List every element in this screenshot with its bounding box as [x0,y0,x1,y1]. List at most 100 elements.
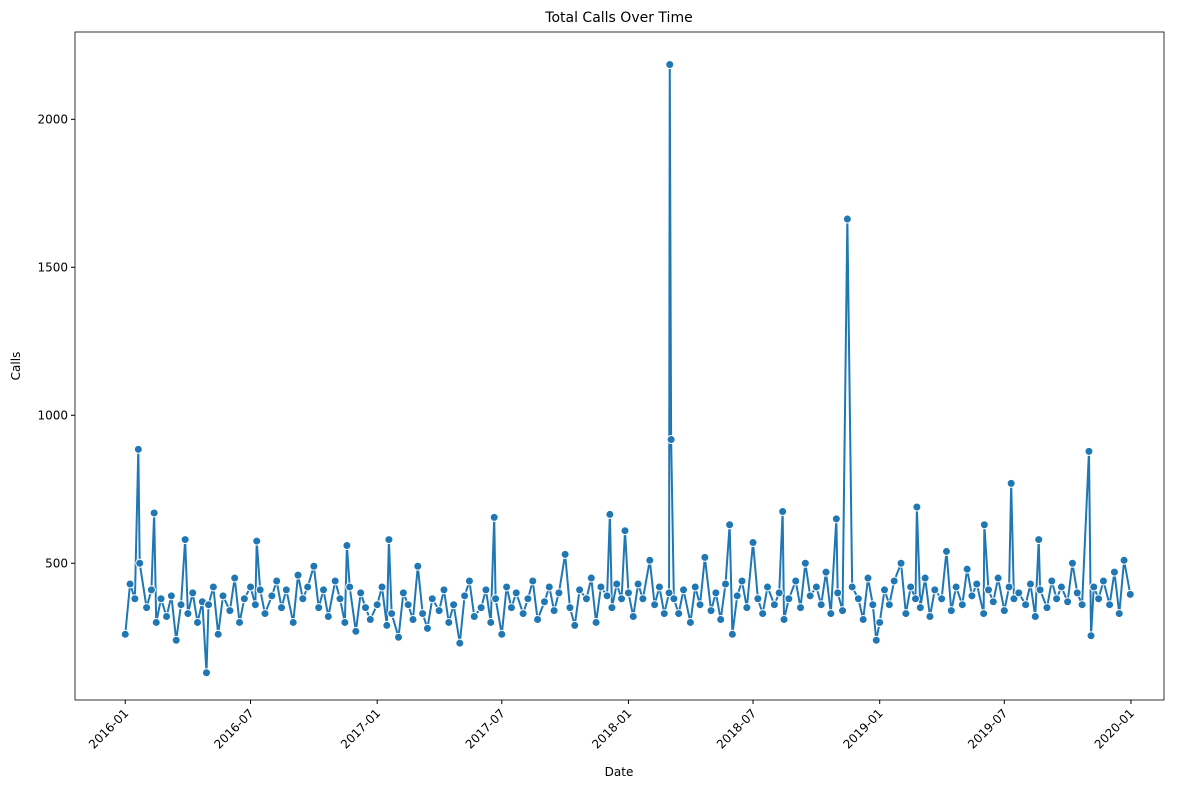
x-tick-label: 2019-01 [840,706,885,751]
point [721,579,731,589]
point [711,588,721,598]
point [469,612,479,622]
point [1006,478,1016,488]
point [250,600,260,610]
point [342,541,352,551]
point [1004,582,1014,592]
point [281,585,291,595]
point [620,526,630,536]
point [575,585,585,595]
point [1105,600,1115,610]
point [1030,612,1040,622]
point [398,588,408,598]
point [811,582,821,592]
point [847,582,857,592]
point [638,594,648,604]
point [518,609,528,619]
point [539,597,549,607]
point [149,508,159,518]
point [650,600,660,610]
point [838,606,848,616]
point [554,588,564,598]
point [779,614,789,624]
point [502,582,512,592]
point [188,588,198,598]
point [664,588,674,598]
point [1089,582,1099,592]
point [1109,567,1119,577]
point [591,617,601,627]
point [201,668,211,678]
point [930,585,940,595]
x-tick-label: 2018-01 [589,706,634,751]
point [403,600,413,610]
point [633,579,643,589]
point [665,60,675,70]
point [863,573,873,583]
point [669,594,679,604]
point [912,502,922,512]
point [277,603,287,613]
point [151,617,161,627]
point [884,600,894,610]
point [1035,585,1045,595]
point [769,600,779,610]
point [901,609,911,619]
point [774,588,784,598]
point [748,538,758,548]
point [628,612,638,622]
point [455,638,465,648]
point [695,600,705,610]
point [309,561,319,571]
point [528,576,538,586]
point [896,558,906,568]
point [778,506,788,516]
point [988,597,998,607]
point [1086,631,1096,641]
point [394,632,404,642]
point [800,558,810,568]
point [742,603,752,613]
point [382,620,392,630]
point [871,635,881,645]
point [130,594,140,604]
point [464,576,474,586]
point [481,585,491,595]
point [906,582,916,592]
point [489,512,499,522]
point [716,614,726,624]
point [422,623,432,633]
point [225,606,235,616]
point [993,573,1003,583]
point [1094,594,1104,604]
x-tick-label: 2019-07 [965,706,1010,751]
point [1009,594,1019,604]
point [193,617,203,627]
y-axis-label: Calls [9,352,23,381]
point [979,609,989,619]
point [791,576,801,586]
point [957,600,967,610]
point [387,609,397,619]
point [617,594,627,604]
point [372,600,382,610]
point [511,588,521,598]
point [533,614,543,624]
point [920,573,930,583]
y-tick-label: 500 [45,556,68,570]
point [171,635,181,645]
point [1063,597,1073,607]
point [796,603,806,613]
point [1056,582,1066,592]
point [204,600,214,610]
point [135,558,145,568]
point [491,594,501,604]
point [298,594,308,604]
point [1098,576,1108,586]
point [967,591,977,601]
point [1025,579,1035,589]
point [439,585,449,595]
point [413,561,423,571]
point [360,603,370,613]
